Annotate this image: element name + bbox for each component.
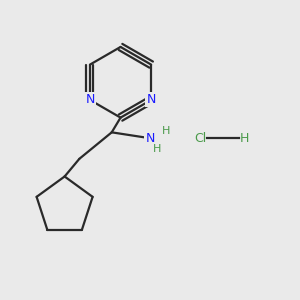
Text: N: N [146, 93, 156, 106]
Text: H: H [239, 132, 249, 145]
Text: H: H [153, 144, 161, 154]
Text: H: H [162, 126, 170, 136]
Text: Cl: Cl [194, 132, 206, 145]
Text: N: N [85, 93, 94, 106]
Text: N: N [145, 132, 155, 145]
